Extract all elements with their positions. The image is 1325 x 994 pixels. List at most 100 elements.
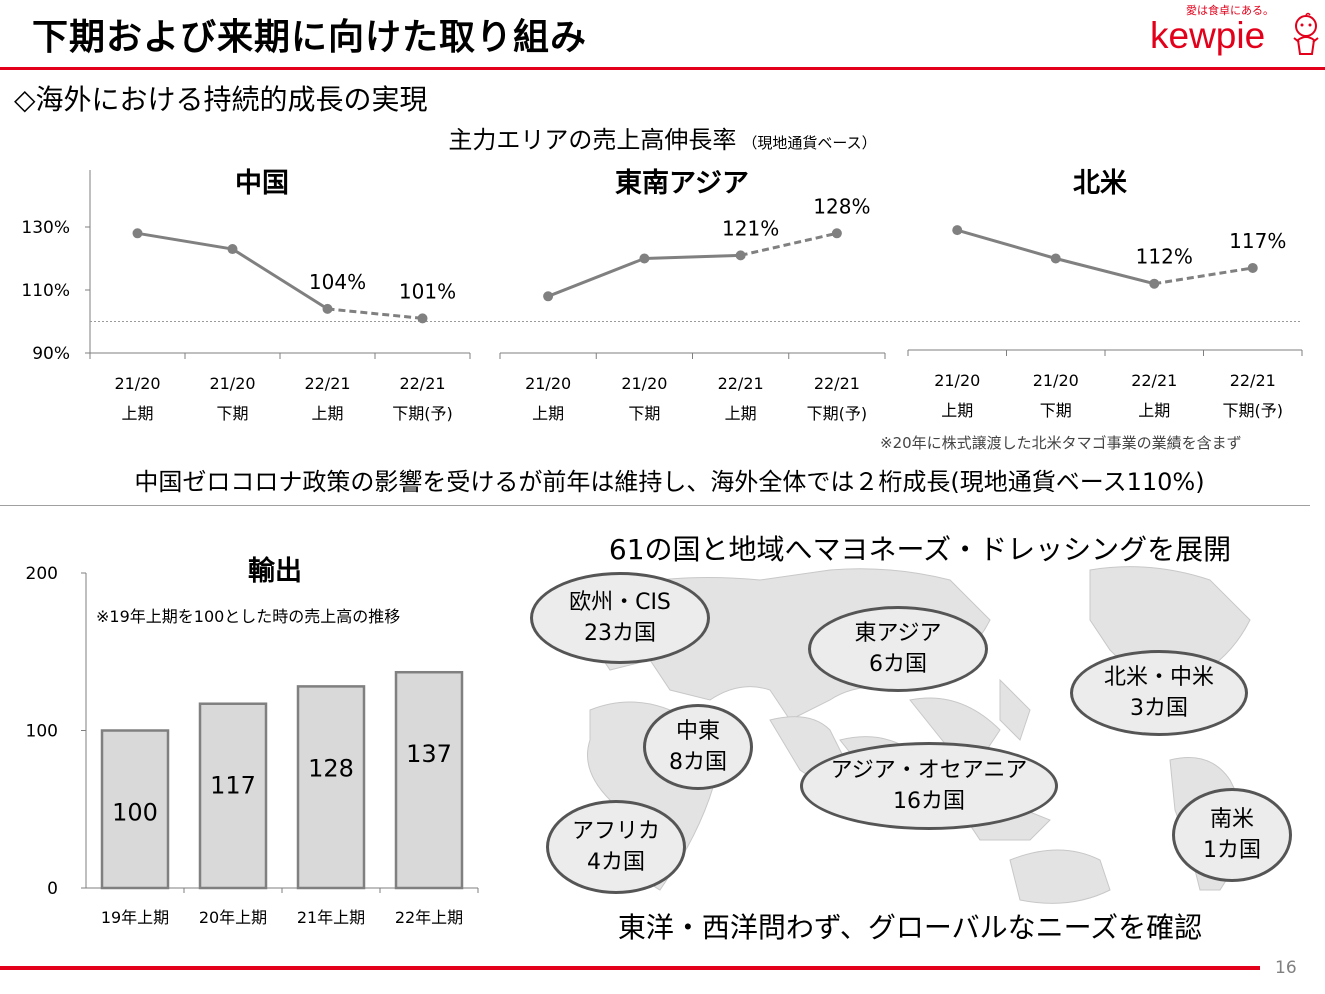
footer-rule [0,966,1260,970]
sea-line-segment [547,257,645,298]
china-point [227,244,238,255]
region-count: 23カ国 [583,621,656,646]
export-bar-chart: 0 100 200 輸出 ※19年上期を100とした時の売上高の推移 100 19年上期 11… [26,555,479,927]
x-tick-label: 21/20 [1033,371,1079,390]
na-point [1050,253,1061,264]
china-point [322,303,333,314]
region-name: アジア・オセアニア [830,758,1028,783]
x-tick-label: 下期(予) [392,404,453,423]
x-tick-label: 下期 [1040,401,1072,420]
world-caption: 東洋・西洋問わず、グローバルなニーズを確認 [617,911,1203,944]
page-number: 16 [1275,958,1297,978]
region-name: 南米 [1209,807,1254,832]
na-point [952,225,963,236]
region-bubble-north-central-america: 北米・中米 3カ国 [1070,650,1248,736]
na-line-segment [956,228,1057,260]
summary-line: 中国ゼロコロナ政策の影響を受けるが前年は維持し、海外全体では２桁成長(現地通貨ベ… [134,468,1205,496]
section-divider [0,505,1310,506]
sea-point [735,250,746,261]
x-tick-label: 21年上期 [297,908,365,927]
x-tick-label: 上期 [311,404,343,423]
china-projected-segment [327,307,423,320]
china-line-segment [231,247,329,311]
na-projected-segment [1154,266,1253,286]
kewpie-doll-icon [1293,12,1319,55]
x-tick-label: 22/21 [814,374,860,393]
export-bar [394,670,464,890]
export-bar [100,729,170,890]
export-bar-value: 137 [406,740,452,768]
china-data-label: 101% [399,279,456,303]
y-tick-label: 90% [32,344,70,364]
x-tick-label: 21/20 [934,371,980,390]
region-bubble-middle-east: 中東 8カ国 [643,704,753,790]
na-point [1149,278,1160,289]
export-bar-value: 100 [112,799,158,827]
export-chart-subtitle: ※19年上期を100とした時の売上高の推移 [96,607,400,626]
region-bubble-europe-cis: 欧州・CIS 23カ国 [530,572,710,664]
na-data-label: 112% [1136,245,1193,269]
region-count: 8カ国 [669,750,727,775]
x-tick-label: 下期 [216,404,248,423]
x-tick-label: 22/21 [399,374,445,393]
na-chart-title: 北米 [1073,168,1127,199]
region-count: 4カ国 [586,850,645,875]
title-rule [0,67,1325,70]
china-chart-title: 中国 [235,168,289,199]
china-point [132,228,143,239]
x-tick-label: 22/21 [304,374,350,393]
china-line-segment [137,231,233,251]
y-tick-label: 0 [47,879,58,899]
region-bubble-asia-oceania: アジア・オセアニア 16カ国 [800,742,1058,830]
export-bar-value: 128 [308,754,354,782]
export-bar [296,685,366,890]
growth-line-charts: 90% 110% 130% 中国 104% 101% 21/20 上期 21/20 下期 22/21… [21,168,1303,423]
x-tick-label: 上期 [725,404,757,423]
na-line-segment [1055,257,1155,286]
region-bubble-africa: アフリカ 4カ国 [546,800,686,894]
region-bubble-south-america: 南米 1カ国 [1172,788,1292,882]
x-tick-label: 19年上期 [101,908,169,927]
region-count: 3カ国 [1129,696,1188,721]
region-count: 6カ国 [869,652,927,677]
summary-text: 中国ゼロコロナ政策の影響を受けるが前年は維持し、海外全体では２桁成長(現地通貨ベ… [0,462,1325,497]
x-tick-label: 21/20 [621,374,667,393]
sea-data-label: 128% [813,194,870,218]
region-name: アフリカ [571,819,660,844]
region-count: 1カ国 [1203,838,1261,863]
world-heading: 61の国と地域へマヨネーズ・ドレッシングを展開 [608,533,1232,566]
x-tick-label: 下期 [628,404,660,423]
sea-point [543,291,554,302]
x-tick-label: 上期 [532,404,564,423]
x-tick-label: 上期 [121,404,153,423]
x-tick-label: 22/21 [1131,371,1177,390]
footnote: ※20年に株式譲渡した北米タマゴ事業の業績を含まず [880,434,1242,452]
export-bar-value: 117 [210,772,256,800]
export-bar [198,702,268,890]
x-tick-label: 下期(予) [807,404,868,423]
china-data-label: 104% [309,270,366,294]
region-count: 16カ国 [893,789,965,814]
x-tick-label: 20年上期 [199,908,267,927]
sea-projected-segment [740,231,838,257]
sea-data-label: 121% [722,216,779,240]
y-tick-label: 100 [26,722,58,742]
sea-chart-title: 東南アジア [615,168,749,199]
growth-chart-heading: 主力エリアの売上高伸長率 （現地通貨ベース） [0,120,1325,155]
region-name: 東アジア [854,621,942,646]
page-title: 下期および来期に向けた取り組み [32,17,588,58]
y-tick-label: 200 [26,564,58,584]
growth-chart-note: （現地通貨ベース） [742,134,877,152]
region-bubble-east-asia: 東アジア 6カ国 [808,606,988,692]
sea-point [831,228,842,239]
region-name: 中東 [675,719,720,744]
china-point [417,313,428,324]
region-name: 欧州・CIS [569,590,671,615]
x-tick-label: 22年上期 [395,908,463,927]
x-tick-label: 上期 [1138,401,1170,420]
y-tick-label: 110% [21,281,70,301]
sea-line-segment [644,253,741,260]
x-tick-label: 21/20 [209,374,255,393]
x-tick-label: 21/20 [114,374,160,393]
x-tick-label: 22/21 [1230,371,1276,390]
